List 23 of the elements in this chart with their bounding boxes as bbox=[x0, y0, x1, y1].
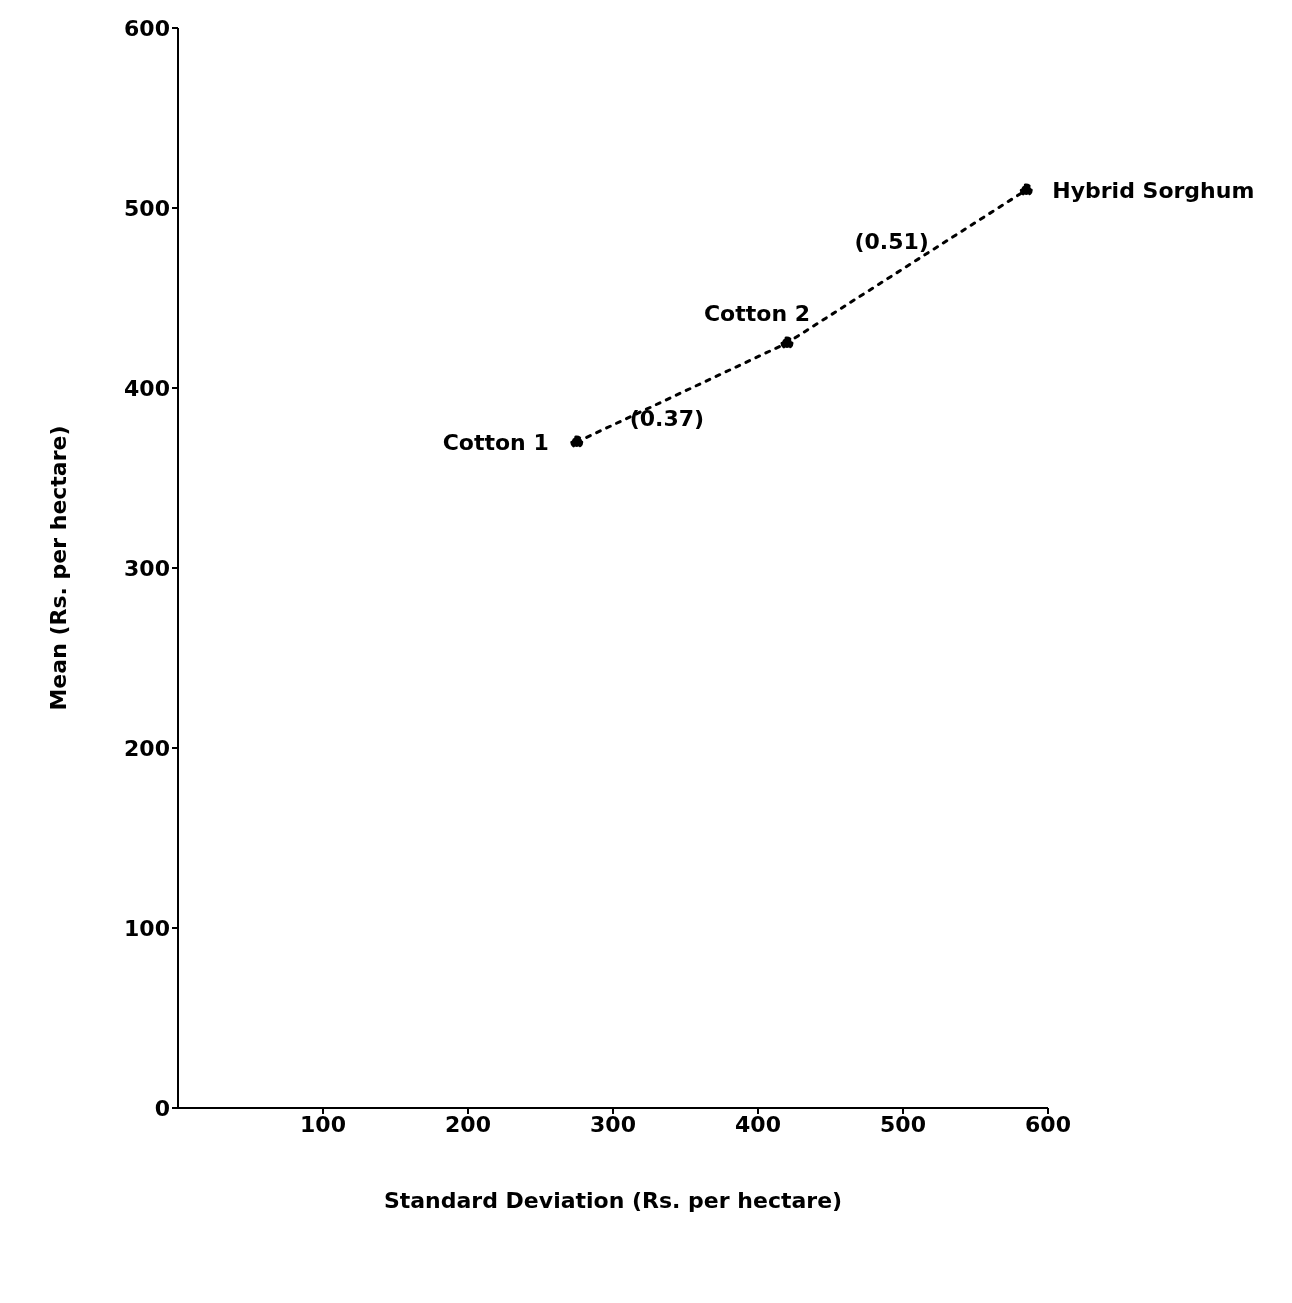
annotation: (0.37) bbox=[629, 406, 705, 432]
y-tick-label: 600 bbox=[124, 15, 170, 41]
x-tick-label: 600 bbox=[1025, 1111, 1071, 1137]
y-tick-label: 200 bbox=[124, 735, 170, 761]
y-axis-title: Mean (Rs. per hectare) bbox=[45, 425, 71, 711]
annotation: (0.51) bbox=[854, 228, 929, 254]
y-tick-label: 500 bbox=[124, 195, 170, 221]
x-tick-label: 400 bbox=[735, 1111, 781, 1137]
point bbox=[570, 435, 584, 449]
y-tick-label: 0 bbox=[154, 1095, 170, 1121]
x-axis-title: Standard Deviation (Rs. per hectare) bbox=[383, 1188, 843, 1213]
x-tick-label: 500 bbox=[880, 1111, 926, 1137]
annotation: Cotton 1 bbox=[442, 429, 549, 455]
y-tick-label: 100 bbox=[124, 915, 170, 941]
point bbox=[780, 336, 794, 350]
y-tick-label: 300 bbox=[124, 555, 170, 581]
x-tick-label: 200 bbox=[445, 1111, 491, 1137]
y-tick-label: 400 bbox=[124, 375, 170, 401]
annotation: Cotton 2 bbox=[703, 301, 811, 326]
x-tick-label: 100 bbox=[300, 1111, 346, 1137]
x-tick-label: 300 bbox=[590, 1111, 636, 1137]
point bbox=[1019, 183, 1033, 197]
annotation: Hybrid Sorghum bbox=[1052, 177, 1255, 203]
